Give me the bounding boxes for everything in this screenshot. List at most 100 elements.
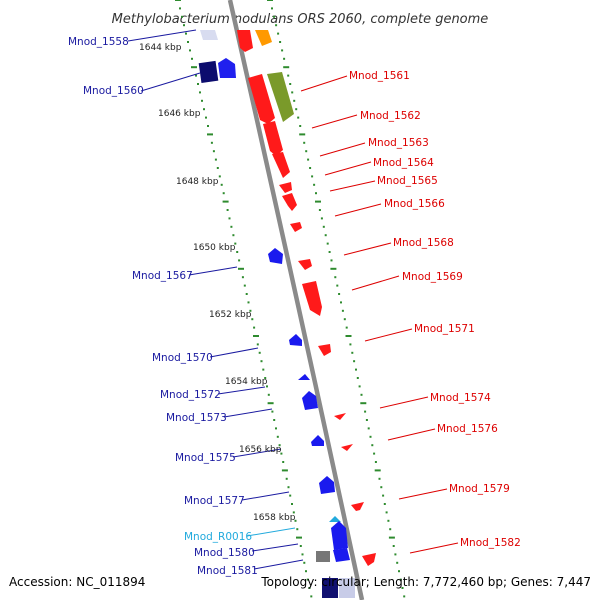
gene-feature[interactable] xyxy=(339,578,355,598)
gene-label-mnod-1576[interactable]: Mnod_1576 xyxy=(437,423,498,435)
right-leader-lines xyxy=(300,75,459,554)
gene-feature-mnod-1575[interactable] xyxy=(311,435,324,446)
tick-dot xyxy=(383,503,386,505)
gene-label-mnod-r0016[interactable]: Mnod_R0016 xyxy=(184,531,252,543)
gene-feature-mnod-1571[interactable] xyxy=(318,344,331,356)
gene-feature[interactable] xyxy=(255,30,272,46)
gene-feature-mnod-1580[interactable] xyxy=(331,521,348,550)
tick-dot xyxy=(277,32,280,35)
tick-dot xyxy=(355,368,357,371)
tick-dot xyxy=(345,326,348,329)
gene-feature-mnod-1564[interactable] xyxy=(272,152,290,178)
tick-dot xyxy=(273,15,275,18)
kbp-label: 1652 kbp xyxy=(209,310,252,320)
tick-dot xyxy=(287,74,290,77)
gene-feature[interactable] xyxy=(237,30,253,52)
left-leader-lines xyxy=(127,29,304,570)
gene-label-mnod-1569[interactable]: Mnod_1569 xyxy=(402,271,463,283)
gene-label-mnod-1561[interactable]: Mnod_1561 xyxy=(349,70,410,82)
tick-dot xyxy=(326,242,329,245)
gene-label-mnod-1575[interactable]: Mnod_1575 xyxy=(175,452,236,464)
tick-dot xyxy=(251,318,254,321)
tick-dot xyxy=(392,545,395,547)
tick-dot xyxy=(201,99,203,102)
gene-label-mnod-1579[interactable]: Mnod_1579 xyxy=(449,483,510,495)
tick-dot xyxy=(183,24,185,27)
gene-label-mnod-1573[interactable]: Mnod_1573 xyxy=(166,412,227,424)
genome-backbone xyxy=(227,0,365,600)
tick-dot xyxy=(371,444,374,447)
tick-dot xyxy=(328,251,331,253)
gene-label-mnod-1581[interactable]: Mnod_1581 xyxy=(197,565,258,577)
tick-dot xyxy=(218,175,221,178)
tick-dot xyxy=(266,385,268,388)
gene-label-mnod-1582[interactable]: Mnod_1582 xyxy=(460,537,521,549)
gene-feature-mnod-1567[interactable] xyxy=(268,248,283,264)
gene-label-mnod-1580[interactable]: Mnod_1580 xyxy=(194,547,255,559)
gene-feature-mnod-1565[interactable] xyxy=(279,182,292,193)
gene-feature-mnod-1568[interactable] xyxy=(298,259,312,270)
tick-dot xyxy=(264,377,267,379)
gene-feature-mnod-1574[interactable] xyxy=(334,413,346,420)
tick-dot xyxy=(340,301,342,304)
gene-feature[interactable] xyxy=(290,222,302,232)
gene-label-mnod-1574[interactable]: Mnod_1574 xyxy=(430,392,491,404)
gene-feature-mnod-1573[interactable] xyxy=(302,391,318,410)
gene-label-mnod-1567[interactable]: Mnod_1567 xyxy=(132,270,193,282)
gene-label-mnod-1572[interactable]: Mnod_1572 xyxy=(160,389,221,401)
gene-feature-mnod-1577[interactable] xyxy=(319,476,335,494)
gene-feature-mnod-1569[interactable] xyxy=(302,281,322,316)
tick-dot xyxy=(318,209,321,211)
gene-label-mnod-1558[interactable]: Mnod_1558 xyxy=(68,36,129,48)
gene-feature-mnod-1562[interactable] xyxy=(267,72,294,122)
gene-feature-mnod-1561[interactable] xyxy=(248,74,275,124)
tick-dot xyxy=(216,167,219,169)
gene-feature-mnod-1581[interactable] xyxy=(316,551,330,562)
tick-dot xyxy=(214,158,217,161)
gene-feature[interactable] xyxy=(322,578,338,598)
gene-feature-mnod-1576[interactable] xyxy=(341,444,353,451)
gene-label-mnod-1562[interactable]: Mnod_1562 xyxy=(360,110,421,122)
gene-label-mnod-1570[interactable]: Mnod_1570 xyxy=(152,352,213,364)
kbp-label: 1648 kbp xyxy=(176,177,219,187)
gene-feature-mnod-1579[interactable] xyxy=(351,502,364,511)
tick-dot xyxy=(380,486,383,489)
kbp-scale-labels: 1644 kbp 1646 kbp 1648 kbp 1650 kbp 1652… xyxy=(139,43,296,523)
tick-dot xyxy=(293,99,296,102)
tick-dot xyxy=(271,7,273,10)
gene-feature[interactable] xyxy=(333,548,350,562)
gene-label-mnod-1560[interactable]: Mnod_1560 xyxy=(83,85,144,97)
tick-dot xyxy=(271,410,274,413)
gene-label-mnod-1571[interactable]: Mnod_1571 xyxy=(414,323,475,335)
tick-dot xyxy=(289,494,292,497)
kbp-label: 1644 kbp xyxy=(139,43,182,53)
gene-label-mnod-1564[interactable]: Mnod_1564 xyxy=(373,157,434,169)
tick-dot xyxy=(260,360,263,363)
gene-feature-mnod-1572[interactable] xyxy=(298,374,310,380)
gene-label-mnod-1563[interactable]: Mnod_1563 xyxy=(368,137,429,149)
tick-dot xyxy=(205,116,207,119)
tick-dot xyxy=(341,309,344,312)
tick-dot xyxy=(330,259,333,262)
gene-label-mnod-1568[interactable]: Mnod_1568 xyxy=(393,237,454,249)
gene-label-mnod-1565[interactable]: Mnod_1565 xyxy=(377,175,438,187)
left-gene-labels: Mnod_1558 Mnod_1560 Mnod_1567 Mnod_1570 … xyxy=(68,36,258,577)
gene-feature[interactable] xyxy=(218,58,236,78)
tick-dot xyxy=(287,486,290,489)
gene-feature-mnod-1563[interactable] xyxy=(263,121,283,156)
gene-feature-mnod-1560[interactable] xyxy=(198,60,219,84)
tick-dot xyxy=(291,503,293,505)
tick-dot xyxy=(324,234,327,237)
gene-feature-mnod-1570[interactable] xyxy=(289,334,302,346)
gene-label-mnod-1566[interactable]: Mnod_1566 xyxy=(384,198,445,210)
gene-feature-mnod-r0016[interactable] xyxy=(329,516,341,522)
gene-feature[interactable] xyxy=(200,30,218,40)
tick-dot xyxy=(389,528,392,531)
tick-dot xyxy=(394,553,397,556)
gene-feature-mnod-1566[interactable] xyxy=(282,193,297,211)
gene-feature-mnod-1582[interactable] xyxy=(362,553,376,566)
tick-dot xyxy=(294,519,297,522)
gene-label-mnod-1577[interactable]: Mnod_1577 xyxy=(184,495,245,507)
tick-dot xyxy=(297,116,300,119)
